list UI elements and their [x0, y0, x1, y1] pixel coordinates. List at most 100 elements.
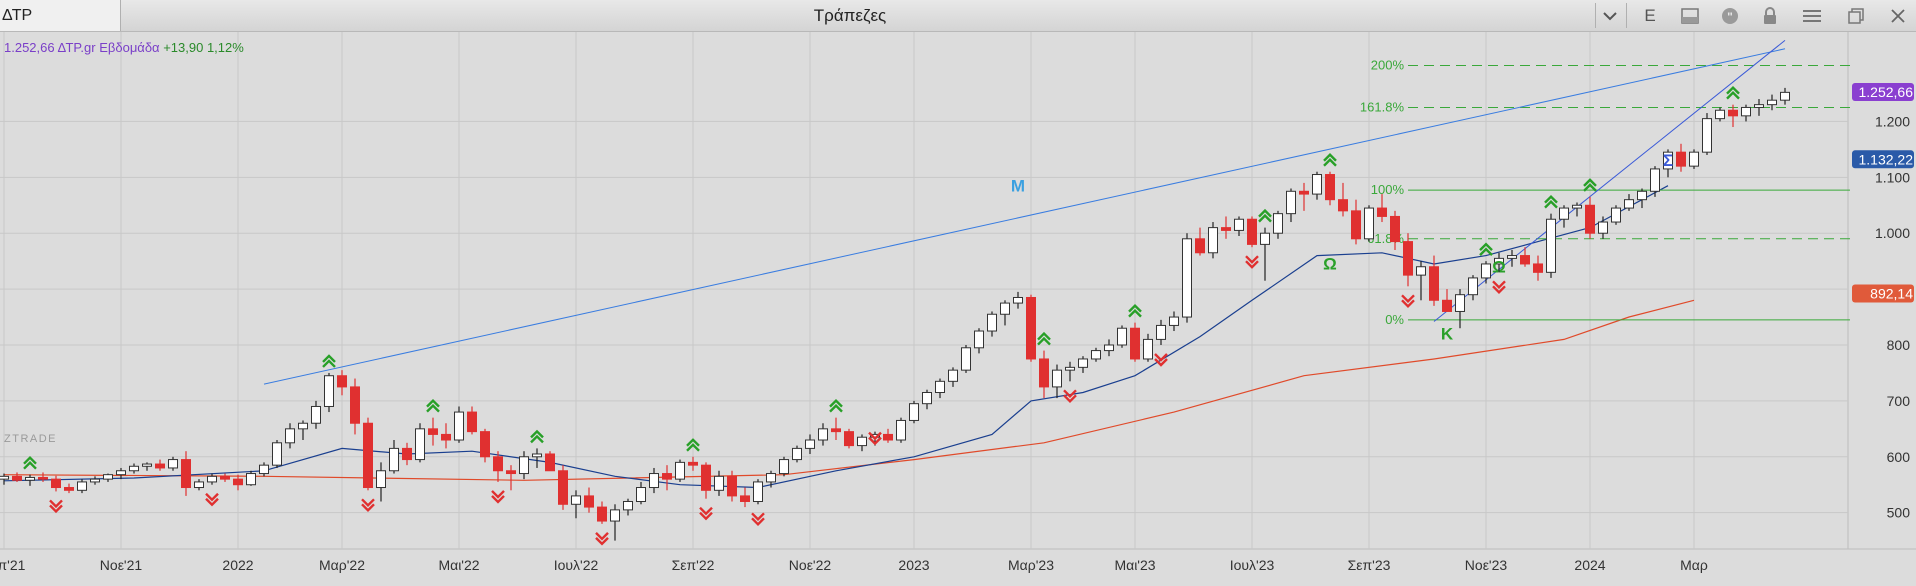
candle — [675, 459, 685, 482]
signal-chevron — [205, 497, 219, 507]
candle-body — [1624, 199, 1634, 209]
candle-body — [1169, 316, 1179, 326]
candle — [337, 370, 347, 396]
candle-body — [1546, 218, 1556, 273]
candle — [1104, 339, 1114, 357]
x-tick-label: 2023 — [898, 557, 929, 573]
restore-icon[interactable] — [1842, 0, 1870, 31]
candle-body — [25, 476, 35, 481]
candle-body — [883, 433, 893, 441]
signal-chevron — [361, 498, 375, 508]
price-chart[interactable]: 200%161.8%100%61.8%0% MΩ ΩKΣ 1.2001.1001.… — [0, 32, 1916, 581]
candle-body — [623, 500, 633, 511]
candle — [883, 428, 893, 443]
trendline — [1433, 39, 1786, 322]
info-line: 1.252,66 ΔΤΡ.gr Εβδομάδα +13,90 1,12% — [4, 40, 244, 55]
candle-body — [103, 474, 113, 480]
candle — [1780, 87, 1790, 105]
pattern-label: Σ — [1663, 151, 1673, 170]
e-button[interactable]: E — [1644, 5, 1656, 25]
x-tick-label: Σεπ'21 — [0, 557, 26, 573]
signal-chevron — [491, 495, 505, 504]
chart-grid — [0, 32, 1916, 550]
signal-up-icon — [23, 455, 37, 470]
candle — [1117, 325, 1127, 348]
candle-body — [181, 459, 191, 489]
candle-body — [259, 464, 269, 475]
candle-body — [753, 481, 763, 502]
signal-chevron — [1544, 199, 1558, 209]
signal-chevron — [1063, 394, 1077, 404]
panel-icon[interactable] — [1676, 0, 1704, 31]
candle — [350, 378, 360, 435]
candle-body — [1728, 109, 1738, 117]
candle-body — [818, 428, 828, 441]
signal-chevron — [1037, 331, 1051, 341]
candle-body — [1000, 302, 1010, 315]
candle-body — [961, 347, 971, 371]
symbol-tab[interactable]: ΔΤΡ — [0, 0, 121, 31]
candle-body — [38, 476, 48, 480]
candle — [1221, 216, 1231, 239]
candle — [467, 406, 477, 435]
signal-up-icon — [426, 398, 440, 413]
info-symbol: ΔΤΡ.gr — [58, 40, 97, 55]
candle — [428, 417, 438, 446]
candle — [415, 423, 425, 463]
candle — [1624, 194, 1634, 211]
candle-body — [1468, 277, 1478, 296]
candle — [142, 462, 152, 471]
info-change: +13,90 — [163, 40, 203, 55]
candle-body — [766, 473, 776, 483]
signal-chevron — [1401, 294, 1415, 304]
candle — [1598, 216, 1608, 239]
candle-body — [1416, 266, 1426, 276]
candle-body — [116, 470, 126, 476]
menu-icon[interactable] — [1798, 0, 1826, 31]
signal-chevron — [23, 455, 37, 465]
signal-up-icon — [1544, 194, 1558, 209]
candle — [1364, 205, 1374, 242]
quote-icon[interactable]: " — [1716, 0, 1744, 31]
candle — [1000, 300, 1010, 326]
candle-body — [1143, 338, 1153, 360]
signal-chevron — [1128, 308, 1142, 318]
signal-chevron — [699, 506, 713, 516]
candle-body — [12, 475, 22, 481]
signal-chevron — [699, 511, 713, 521]
candle — [103, 473, 113, 482]
candle-body — [1520, 255, 1530, 265]
signal-chevron — [1479, 247, 1493, 257]
signal-down-icon — [1063, 389, 1077, 404]
candle — [1299, 182, 1309, 211]
signal-up-icon — [530, 429, 544, 444]
signal-chevron — [1492, 285, 1506, 295]
signal-down-icon — [205, 492, 219, 507]
candle-body — [1494, 257, 1504, 265]
candle-body — [649, 473, 659, 489]
lock-icon[interactable] — [1756, 0, 1784, 31]
dropdown-arrow-icon[interactable] — [1596, 0, 1624, 31]
candle — [1468, 275, 1478, 301]
candle-body — [441, 433, 451, 441]
close-icon[interactable] — [1884, 0, 1912, 31]
signal-chevron — [751, 512, 765, 521]
candle — [1637, 188, 1647, 209]
candle-body — [1182, 238, 1192, 318]
info-change-pct: 1,12% — [207, 40, 244, 55]
candle — [1416, 261, 1426, 301]
candle-body — [0, 475, 9, 480]
candle — [272, 440, 282, 468]
candle-body — [51, 478, 61, 489]
candle — [1260, 227, 1270, 281]
candle-body — [1741, 106, 1751, 117]
candle-body — [1052, 369, 1062, 388]
candle-body — [1715, 109, 1725, 120]
candle-body — [285, 428, 295, 444]
signal-down-icon — [595, 532, 609, 546]
candle — [129, 463, 139, 474]
signal-down-icon — [1492, 280, 1506, 295]
x-tick-label: Σεπ'23 — [1348, 557, 1391, 573]
signal-chevron — [530, 429, 544, 439]
